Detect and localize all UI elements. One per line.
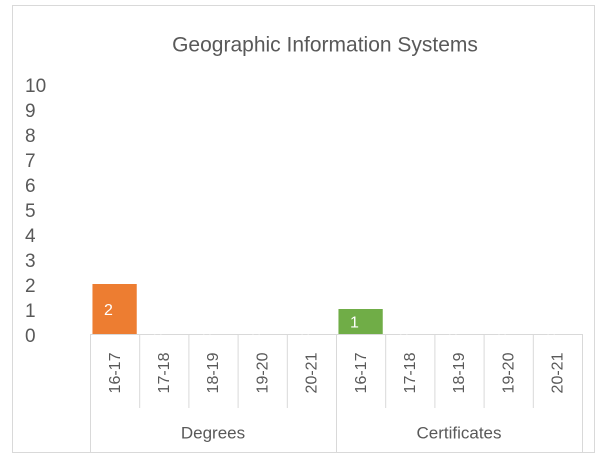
y-tick-label: 9: [25, 101, 36, 122]
y-tick-label: 1: [25, 301, 36, 322]
y-tick-label: 4: [25, 226, 36, 247]
x-tick-label: 17-18: [156, 352, 173, 393]
value-label: 1: [350, 315, 359, 332]
value-label: 2: [104, 302, 113, 319]
chart-border: [12, 5, 595, 453]
value-label: 0: [252, 327, 261, 344]
value-label: 0: [448, 327, 457, 344]
y-tick-label: 8: [25, 126, 36, 147]
y-tick-label: 7: [25, 151, 36, 172]
y-tick-label: 6: [25, 176, 36, 197]
value-label: 0: [547, 327, 556, 344]
y-tick-label: 3: [25, 251, 36, 272]
value-label: 0: [301, 327, 310, 344]
x-tick-label: 19-20: [254, 352, 271, 393]
y-tick-label: 5: [25, 201, 36, 222]
x-tick-label: 20-21: [550, 352, 567, 393]
x-tick-label: 16-17: [107, 352, 124, 393]
value-label: 0: [399, 327, 408, 344]
x-tick-label: 19-20: [500, 352, 517, 393]
y-tick-label: 2: [25, 276, 36, 297]
x-tick-label: 18-19: [451, 352, 468, 393]
x-tick-label: 17-18: [402, 352, 419, 393]
x-tick-label: 16-17: [353, 352, 370, 393]
group-label: Degrees: [181, 423, 245, 442]
bar: [338, 309, 383, 334]
y-tick-label: 0: [25, 326, 36, 347]
x-tick-label: 20-21: [304, 352, 321, 393]
value-label: 0: [153, 327, 162, 344]
value-label: 0: [498, 327, 507, 344]
y-tick-label: 10: [25, 76, 46, 97]
x-tick-label: 18-19: [205, 352, 222, 393]
group-label: Certificates: [416, 423, 501, 442]
bar: [92, 284, 137, 334]
value-label: 0: [202, 327, 211, 344]
chart-title: Geographic Information Systems: [172, 34, 478, 57]
